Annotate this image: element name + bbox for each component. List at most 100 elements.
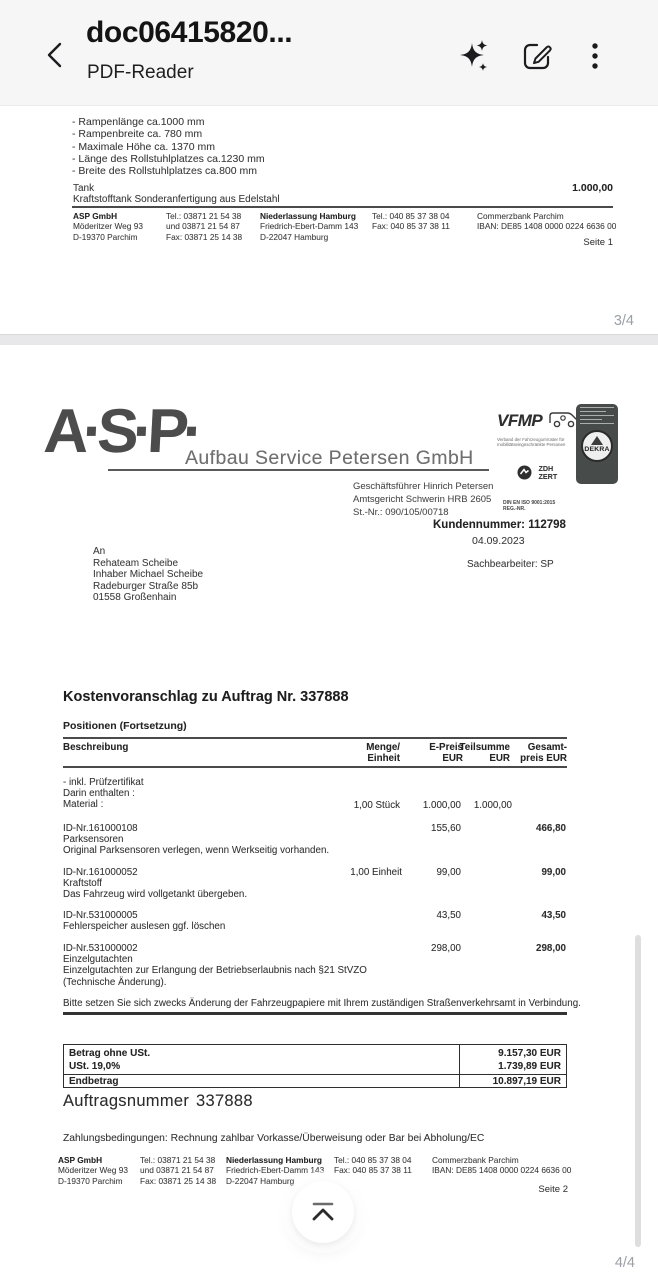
more-vertical-icon — [592, 42, 598, 69]
footer-line: und 03871 21 54 87 — [140, 1165, 214, 1176]
footer-line: Fax: 03871 25 14 38 — [166, 231, 243, 242]
row-line: Das Fahrzeug wird vollgetankt übergeben. — [63, 889, 248, 901]
footer-line: ASP GmbH — [73, 211, 118, 221]
footer-line: D-22047 Hamburg — [260, 231, 329, 242]
page-separator — [0, 334, 658, 345]
footer-branch-phone: Tel.: 040 85 37 38 04 Fax: 040 85 37 38 … — [372, 211, 450, 232]
zdh-zert-icon — [517, 465, 532, 480]
app-bar: doc06415820... PDF-Reader — [0, 0, 658, 106]
dekra-badge: DEKRA — [576, 404, 618, 484]
recipient-line: Inhaber Michael Scheibe — [93, 569, 204, 581]
dekra-label: DEKRA — [584, 446, 610, 453]
footer-branch: Niederlassung Hamburg Friedrich-Ebert-Da… — [260, 211, 358, 242]
management-line: Amtsgericht Schwerin HRB 2605 — [353, 493, 492, 505]
footer-bank: Commerzbank Parchim IBAN: DE85 1408 0000… — [477, 211, 616, 232]
footer-line: Commerzbank Parchim — [477, 211, 564, 221]
footer-company: ASP GmbH Möderitzer Weg 93 D-19370 Parch… — [73, 211, 143, 242]
document-title: doc06415820... — [86, 16, 293, 49]
row-line: ID-Nr.161000052 — [63, 867, 138, 878]
col-teilsumme: Teilsumme — [459, 742, 510, 753]
pdf-page-4[interactable]: A·S·P· Aufbau Service Petersen GmbH Gesc… — [0, 345, 658, 1280]
col-epreis-2: EUR — [442, 753, 463, 764]
dekra-seal: DEKRA — [581, 430, 613, 462]
vat-label: USt. 19,0% — [69, 1060, 121, 1072]
recipient-line: 01558 Großenhain — [93, 592, 177, 604]
logo-underline — [108, 469, 489, 471]
traffic-office-note: Bitte setzen Sie sich zwecks Änderung de… — [63, 998, 581, 1009]
footer-phone: Tel.: 03871 21 54 38 und 03871 21 54 87 … — [140, 1155, 216, 1186]
sparkles-icon — [460, 39, 488, 71]
edit-note-icon — [523, 43, 552, 69]
row-line: Parksensoren — [63, 834, 124, 846]
row-menge: 1,00 Einheit — [350, 867, 402, 878]
footer-bank: Commerzbank Parchim IBAN: DE85 1408 0000… — [432, 1155, 571, 1176]
payment-terms: Zahlungsbedingungen: Rechnung zahlbar Vo… — [63, 1133, 485, 1144]
pdf-page-3[interactable]: - Rampenlänge ca.1000 mm - Rampenbreite … — [0, 106, 658, 334]
annotate-button[interactable] — [515, 35, 559, 79]
totals-midline — [64, 1073, 566, 1075]
footer-company: ASP GmbH Möderitzer Weg 93 D-19370 Parch… — [58, 1155, 128, 1186]
tank-amount: 1.000,00 — [572, 182, 613, 194]
row-epreis: 155,60 — [431, 823, 461, 834]
app-name-label: PDF-Reader — [87, 62, 194, 83]
divider — [72, 206, 613, 208]
row-line: Einzelgutachten — [63, 954, 133, 966]
footer-branch: Niederlassung Hamburg Friedrich-Ebert-Da… — [226, 1155, 324, 1186]
scroll-to-top-button[interactable] — [292, 1181, 354, 1243]
page-number-label: Seite 2 — [538, 1184, 568, 1195]
document-date: 04.09.2023 — [472, 535, 525, 547]
footer-line: ASP GmbH — [58, 1155, 103, 1165]
divider — [63, 1012, 567, 1015]
overflow-menu-button[interactable] — [578, 35, 612, 79]
row-epreis: 99,00 — [436, 867, 461, 878]
footer-line: D-22047 Hamburg — [226, 1175, 295, 1186]
ai-assist-button[interactable] — [452, 35, 496, 79]
footer-line: Fax: 040 85 37 38 11 — [334, 1165, 412, 1176]
row-line: - inkl. Prüfzertifikat — [63, 777, 144, 788]
company-name: Aufbau Service Petersen GmbH — [185, 447, 474, 469]
row-description: - inkl. Prüfzertifikat Darin enthalten :… — [63, 777, 144, 811]
customer-number: Kundennummer: 112798 — [433, 519, 566, 531]
col-teilsumme-2: EUR — [489, 753, 510, 764]
clerk-label: Sachbearbeiter: SP — [467, 559, 554, 570]
page-indicator-top: 3/4 — [613, 313, 634, 329]
back-button[interactable] — [36, 34, 76, 78]
footer-line: Friedrich-Ebert-Damm 143 — [260, 221, 359, 232]
row-description: ID-Nr.161000108 Parksensoren Original Pa… — [63, 823, 329, 857]
zdh-label-1: ZDH — [538, 464, 554, 474]
row-menge: 1,00 Stück — [353, 799, 400, 811]
scroll-to-top-icon — [312, 1202, 334, 1221]
vfmp-caption-line: Verband der Fahrzeugumrüster für — [497, 437, 565, 442]
page-indicator-bottom: 4/4 — [614, 1255, 635, 1271]
management-line: Geschäftsführer Hinrich Petersen — [353, 481, 494, 492]
row-line: Einzelgutachten zur Erlangung der Betrie… — [63, 965, 367, 977]
iso-line: DIN EN ISO 9001:2015 — [503, 500, 556, 506]
vfmp-label: VFMP — [497, 411, 543, 430]
asp-logo: A·S·P· — [42, 397, 200, 466]
scrollbar-thumb[interactable] — [635, 935, 641, 1247]
row-teilsumme: 1.000,00 — [473, 799, 512, 811]
net-label: Betrag ohne USt. — [69, 1047, 151, 1059]
row-line: (Technische Änderung). — [63, 976, 167, 988]
footer-line: Commerzbank Parchim — [432, 1155, 519, 1165]
row-line: ID-Nr.531000002 — [63, 943, 138, 954]
estimate-title: Kostenvoranschlag zu Auftrag Nr. 337888 — [63, 689, 349, 705]
footer-line: Tel.: 040 85 37 38 04 — [372, 211, 450, 221]
footer-line: Fax: 03871 25 14 38 — [140, 1175, 217, 1186]
footer-line: Möderitzer Weg 93 — [73, 221, 143, 232]
row-line: Kraftstoff — [63, 878, 103, 890]
divider — [63, 737, 567, 739]
footer-line: Friedrich-Ebert-Damm 143 — [226, 1165, 325, 1176]
row-line: Material : — [63, 799, 104, 811]
footer-line: Möderitzer Weg 93 — [58, 1165, 128, 1176]
row-description: ID-Nr.161000052 Kraftstoff Das Fahrzeug … — [63, 867, 247, 901]
iso-certification: DIN EN ISO 9001:2015 REG.-NR. — [503, 500, 555, 513]
net-amount: 9.157,30 EUR — [498, 1047, 561, 1059]
spec-line: - Maximale Höhe ca. 1370 mm — [72, 140, 215, 153]
spec-line: - Breite des Rollstuhlplatzes ca.800 mm — [72, 165, 257, 178]
footer-phone: Tel.: 03871 21 54 38 und 03871 21 54 87 … — [166, 211, 242, 242]
footer-line: und 03871 21 54 87 — [166, 221, 240, 232]
row-description: ID-Nr.531000002 Einzelgutachten Einzelgu… — [63, 943, 367, 988]
row-epreis: 298,00 — [431, 943, 461, 954]
